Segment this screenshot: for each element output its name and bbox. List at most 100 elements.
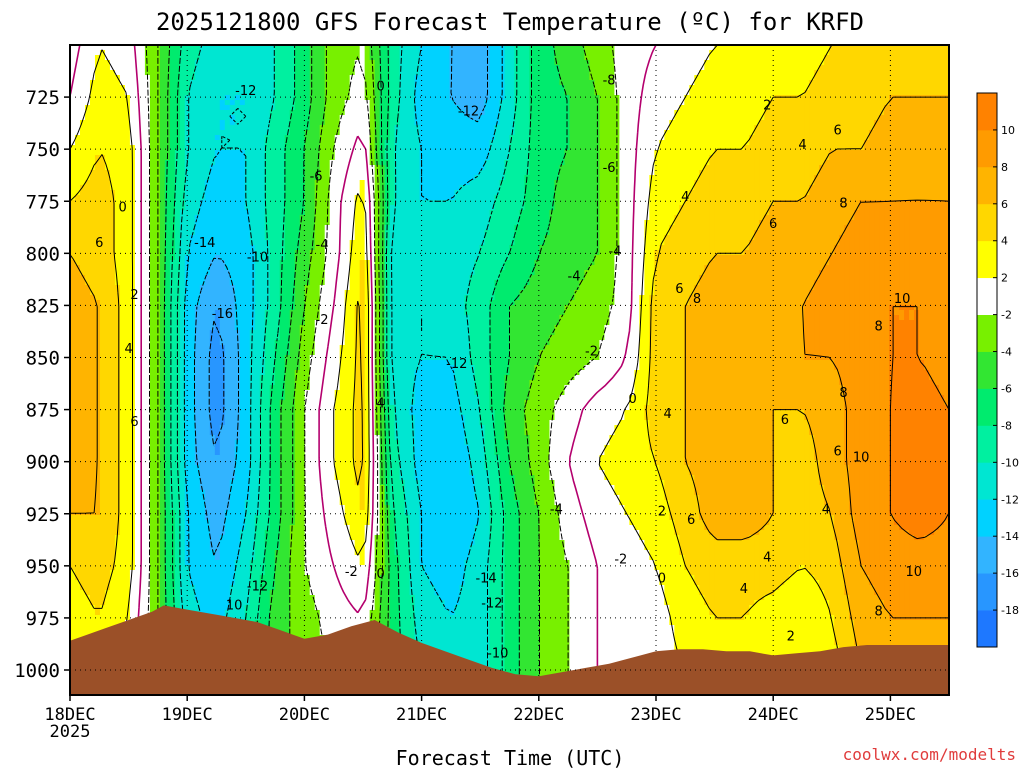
temperature-cell (124, 90, 131, 96)
temperature-cell (879, 165, 885, 171)
temperature-cell (924, 60, 930, 66)
temperature-cell (924, 50, 930, 56)
temperature-cell (94, 110, 101, 116)
temperature-cell (594, 70, 600, 76)
temperature-cell (534, 155, 541, 161)
temperature-cell (244, 115, 251, 121)
temperature-cell (464, 45, 471, 51)
temperature-cell (584, 75, 590, 81)
temperature-cell (734, 160, 740, 166)
temperature-cell (429, 65, 436, 71)
temperature-cell (814, 100, 820, 106)
temperature-cell (309, 170, 316, 176)
temperature-cell (549, 95, 556, 101)
temperature-cell (909, 95, 915, 101)
temperature-cell (159, 100, 166, 106)
temperature-cell (504, 180, 511, 186)
temperature-cell (274, 185, 281, 191)
temperature-cell (274, 130, 281, 136)
temperature-cell (889, 55, 895, 61)
temperature-cell (694, 120, 700, 126)
temperature-cell (464, 75, 471, 81)
temperature-cell (304, 110, 311, 116)
temperature-cell (464, 155, 471, 161)
temperature-cell (194, 65, 201, 71)
temperature-cell (764, 70, 770, 76)
temperature-cell (479, 105, 486, 111)
temperature-cell (399, 145, 406, 151)
temperature-cell (939, 175, 945, 181)
temperature-cell (229, 170, 236, 176)
temperature-cell (314, 130, 321, 136)
temperature-cell (604, 85, 610, 91)
temperature-cell (404, 95, 411, 101)
temperature-cell (199, 170, 206, 176)
temperature-cell (924, 120, 930, 126)
temperature-cell (169, 120, 176, 126)
temperature-cell (104, 100, 111, 106)
temperature-cell (229, 45, 236, 51)
temperature-cell (224, 150, 231, 156)
temperature-cell (104, 55, 111, 61)
temperature-cell (659, 140, 665, 146)
temperature-cell (404, 160, 411, 166)
temperature-cell (909, 60, 915, 66)
temperature-cell (559, 60, 566, 66)
temperature-cell (944, 90, 949, 96)
temperature-cell (104, 125, 111, 131)
temperature-cell (454, 175, 461, 181)
temperature-cell (559, 85, 566, 91)
temperature-cell (749, 115, 755, 121)
temperature-cell (509, 85, 516, 91)
temperature-cell (299, 160, 306, 166)
temperature-cell (819, 180, 825, 186)
temperature-cell (664, 80, 670, 86)
temperature-cell (424, 55, 431, 61)
temperature-cell (99, 55, 106, 61)
temperature-cell (824, 65, 830, 71)
temperature-cell (684, 130, 690, 136)
temperature-cell (299, 170, 306, 176)
temperature-cell (479, 65, 486, 71)
temperature-cell (864, 70, 870, 76)
temperature-cell (509, 95, 516, 101)
temperature-cell (409, 145, 416, 151)
temperature-cell (489, 135, 496, 141)
temperature-cell (534, 95, 541, 101)
temperature-cell (474, 70, 481, 76)
temperature-cell (309, 50, 316, 56)
temperature-cell (134, 180, 141, 186)
temperature-cell (649, 180, 655, 186)
temperature-cell (259, 115, 266, 121)
temperature-cell (579, 125, 586, 131)
temperature-cell (604, 145, 610, 151)
temperature-cell (874, 90, 880, 96)
temperature-cell (84, 105, 91, 111)
temperature-cell (179, 90, 186, 96)
temperature-cell (779, 45, 785, 51)
temperature-cell (129, 90, 136, 96)
temperature-cell (759, 100, 765, 106)
temperature-cell (779, 160, 785, 166)
temperature-cell (729, 115, 735, 121)
temperature-cell (344, 125, 351, 131)
temperature-cell (394, 170, 401, 176)
temperature-cell (324, 50, 331, 56)
temperature-cell (799, 85, 805, 91)
temperature-cell (529, 160, 536, 166)
temperature-cell (774, 125, 780, 131)
temperature-cell (309, 155, 316, 161)
temperature-cell (709, 170, 715, 176)
temperature-cell (164, 55, 171, 61)
temperature-cell (799, 70, 805, 76)
temperature-cell (224, 55, 231, 61)
temperature-cell (89, 60, 96, 66)
temperature-cell (384, 90, 391, 96)
temperature-cell (624, 100, 630, 106)
temperature-cell (149, 115, 156, 121)
temperature-cell (124, 110, 131, 116)
temperature-cell (644, 130, 650, 136)
temperature-cell (469, 170, 476, 176)
temperature-cell (759, 95, 765, 101)
temperature-cell (509, 60, 516, 66)
